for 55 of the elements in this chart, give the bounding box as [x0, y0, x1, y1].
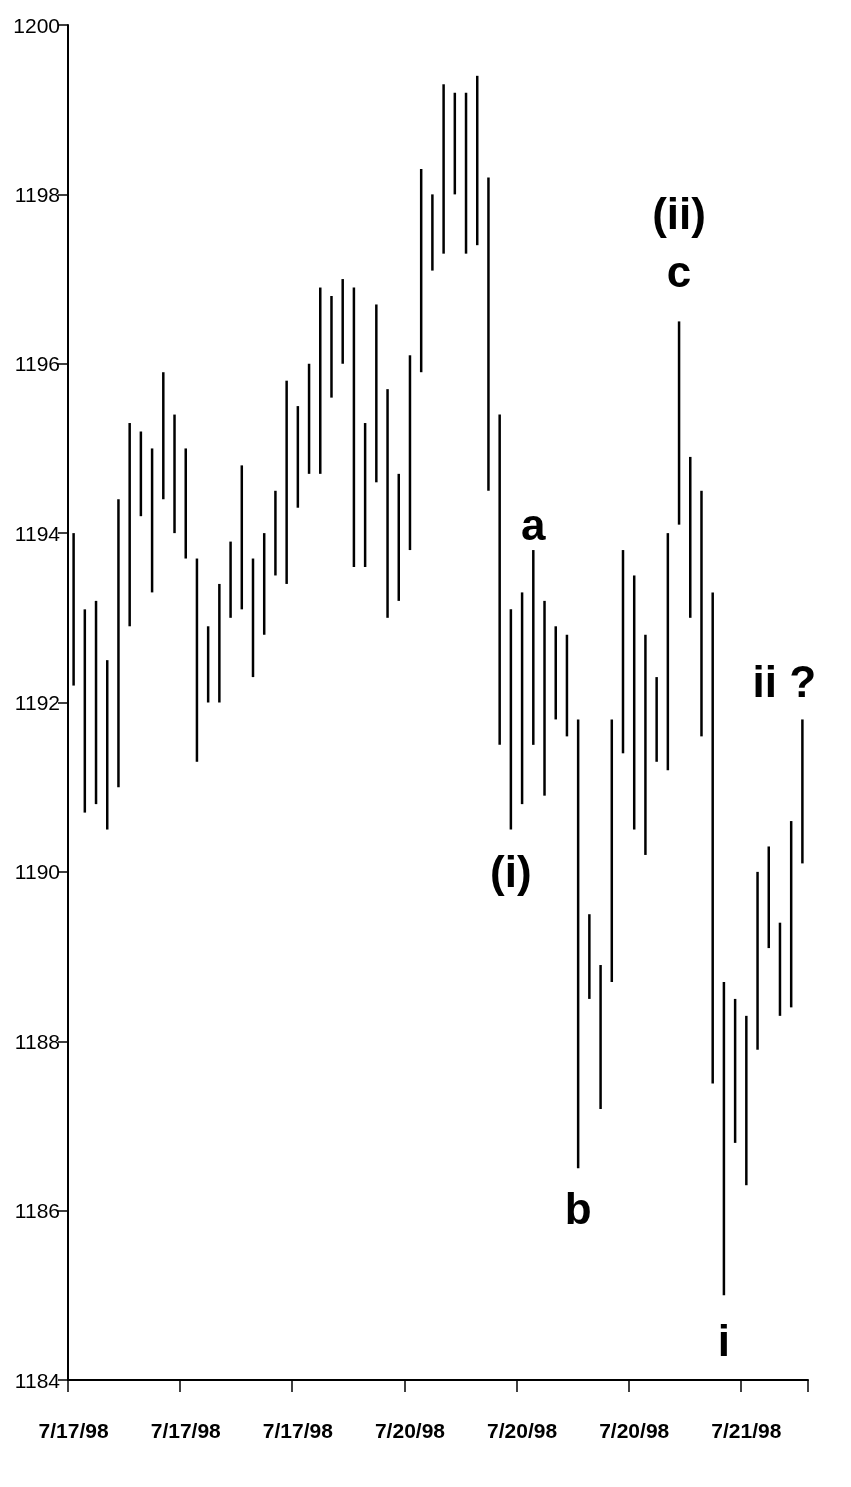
bar — [532, 550, 535, 745]
bar — [711, 592, 714, 1084]
bar — [599, 965, 602, 1109]
x-tick-label: 7/17/98 — [150, 1419, 222, 1442]
bar — [655, 677, 658, 762]
bar — [745, 1015, 748, 1186]
annotation: i — [717, 1315, 731, 1365]
bar — [588, 914, 591, 999]
bar — [285, 380, 288, 584]
bar — [644, 634, 647, 855]
bar — [543, 600, 546, 796]
bar — [72, 533, 75, 686]
bar — [319, 287, 322, 474]
y-tick-label: 1200 — [13, 13, 60, 37]
y-tick-label: 1196 — [14, 352, 60, 376]
y-tick-label: 1186 — [14, 1199, 60, 1223]
bar — [117, 499, 120, 788]
bar — [330, 296, 333, 398]
bar — [128, 423, 131, 627]
bar — [274, 490, 277, 576]
y-tick-label: 1184 — [14, 1368, 61, 1392]
y-tick-label: 1194 — [14, 521, 61, 545]
y-tick-label: 1188 — [14, 1029, 60, 1053]
bar — [184, 448, 187, 559]
bar — [162, 372, 165, 500]
x-tick-label: 7/20/98 — [487, 1419, 558, 1442]
x-tick-label: 7/20/98 — [374, 1419, 446, 1442]
annotation: (ii) — [652, 188, 706, 238]
bar — [173, 414, 176, 534]
annotation: b — [564, 1183, 592, 1233]
bar — [375, 304, 378, 483]
bar — [431, 194, 434, 271]
bar — [801, 719, 804, 864]
bar — [689, 456, 692, 618]
bar — [498, 414, 501, 745]
x-tick-label: 7/17/98 — [38, 1419, 109, 1442]
bar — [218, 583, 221, 703]
annotation: (i) — [490, 847, 532, 897]
y-tick-label: 1190 — [14, 860, 60, 884]
x-tick-label: 7/21/98 — [711, 1419, 782, 1442]
y-tick-label: 1192 — [14, 691, 60, 714]
bar — [700, 490, 703, 737]
x-tick-label: 7/20/98 — [599, 1419, 670, 1442]
bar — [554, 626, 557, 720]
annotation: a — [521, 499, 547, 549]
bar — [442, 84, 445, 254]
bar — [487, 177, 490, 491]
bar — [386, 389, 389, 618]
bar — [341, 279, 344, 364]
annotation: c — [666, 246, 692, 296]
y-tick-label: 1198 — [14, 182, 60, 206]
bar — [229, 541, 232, 618]
annotation: ii ? — [752, 656, 817, 706]
bar — [756, 871, 759, 1050]
x-tick-label: 7/17/98 — [262, 1419, 334, 1442]
